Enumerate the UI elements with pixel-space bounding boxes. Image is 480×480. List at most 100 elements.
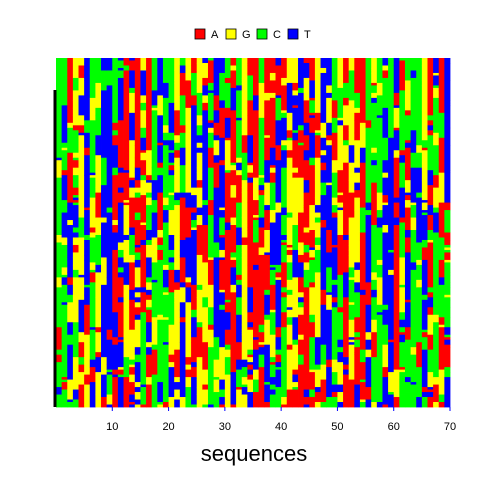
base-cell <box>298 150 305 154</box>
base-cell <box>146 150 153 176</box>
sequence-column <box>348 58 355 408</box>
base-cell <box>230 205 237 213</box>
base-cell <box>123 172 130 179</box>
base-cell <box>162 364 169 373</box>
base-cell <box>275 65 282 96</box>
base-cell <box>146 142 153 151</box>
base-cell <box>410 217 417 226</box>
base-cell <box>264 145 271 156</box>
base-cell <box>393 232 400 238</box>
base-cell <box>444 80 451 101</box>
base-cell <box>298 307 305 316</box>
base-cell <box>112 232 119 251</box>
base-cell <box>444 244 451 248</box>
base-cell <box>292 140 299 169</box>
base-cell <box>123 132 130 139</box>
base-cell <box>72 100 79 109</box>
base-cell <box>106 344 113 348</box>
base-cell <box>264 319 271 346</box>
base-cell <box>309 100 316 114</box>
base-cell <box>433 187 440 208</box>
base-cell <box>140 222 147 226</box>
base-cell <box>129 267 136 281</box>
base-cell <box>196 167 203 174</box>
base-cell <box>326 397 333 408</box>
base-cell <box>438 367 445 370</box>
base-cell <box>157 130 164 134</box>
base-cell <box>219 207 226 211</box>
base-cell <box>382 239 389 271</box>
base-cell <box>421 85 428 111</box>
base-cell <box>224 299 231 303</box>
base-cell <box>331 160 338 174</box>
base-cell <box>191 249 198 268</box>
base-cell <box>168 157 175 164</box>
base-cell <box>354 172 361 181</box>
base-cell <box>444 100 451 104</box>
base-cell <box>213 122 220 136</box>
base-cell <box>309 247 316 251</box>
base-cell <box>95 192 102 218</box>
base-cell <box>388 127 395 134</box>
base-cell <box>168 92 175 104</box>
base-cell <box>241 180 248 189</box>
base-cell <box>410 70 417 79</box>
base-cell <box>123 170 130 174</box>
base-cell <box>337 125 344 131</box>
base-cell <box>196 58 203 64</box>
base-cell <box>348 192 355 218</box>
base-cell <box>174 282 181 291</box>
base-cell <box>410 307 417 326</box>
base-cell <box>388 244 395 251</box>
base-cell <box>162 292 169 296</box>
base-cell <box>281 347 288 356</box>
base-cell <box>314 157 321 161</box>
base-cell <box>224 307 231 313</box>
base-cell <box>247 312 254 323</box>
base-cell <box>393 369 400 398</box>
base-cell <box>162 264 169 271</box>
base-cell <box>343 264 350 273</box>
base-cell <box>219 374 226 380</box>
base-cell <box>275 58 282 66</box>
base-cell <box>202 379 209 385</box>
base-cell <box>123 239 130 263</box>
base-cell <box>303 399 310 405</box>
base-cell <box>207 247 214 251</box>
base-cell <box>343 397 350 408</box>
base-cell <box>174 150 181 159</box>
base-cell <box>106 264 113 278</box>
base-cell <box>101 130 108 159</box>
base-cell <box>117 324 124 338</box>
base-cell <box>185 58 192 81</box>
base-cell <box>117 70 124 79</box>
base-cell <box>117 77 124 81</box>
base-cell <box>67 165 74 174</box>
base-cell <box>427 299 434 308</box>
base-cell <box>157 122 164 129</box>
base-cell <box>399 155 406 164</box>
base-cell <box>354 284 361 293</box>
base-cell <box>258 267 265 296</box>
base-cell <box>337 384 344 393</box>
base-cell <box>416 334 423 341</box>
base-cell <box>112 297 119 306</box>
base-cell <box>89 152 96 161</box>
base-cell <box>343 105 350 126</box>
base-cell <box>298 152 305 179</box>
base-cell <box>298 242 305 248</box>
base-cell <box>421 289 428 296</box>
base-cell <box>67 349 74 356</box>
base-cell <box>410 152 417 161</box>
base-cell <box>67 152 74 166</box>
base-cell <box>359 122 366 149</box>
base-cell <box>427 239 434 243</box>
base-cell <box>213 284 220 291</box>
base-cell <box>320 317 327 346</box>
base-cell <box>269 172 276 176</box>
base-cell <box>253 165 260 179</box>
base-cell <box>174 237 181 261</box>
base-cell <box>326 75 333 79</box>
base-cell <box>253 269 260 278</box>
base-cell <box>348 162 355 166</box>
